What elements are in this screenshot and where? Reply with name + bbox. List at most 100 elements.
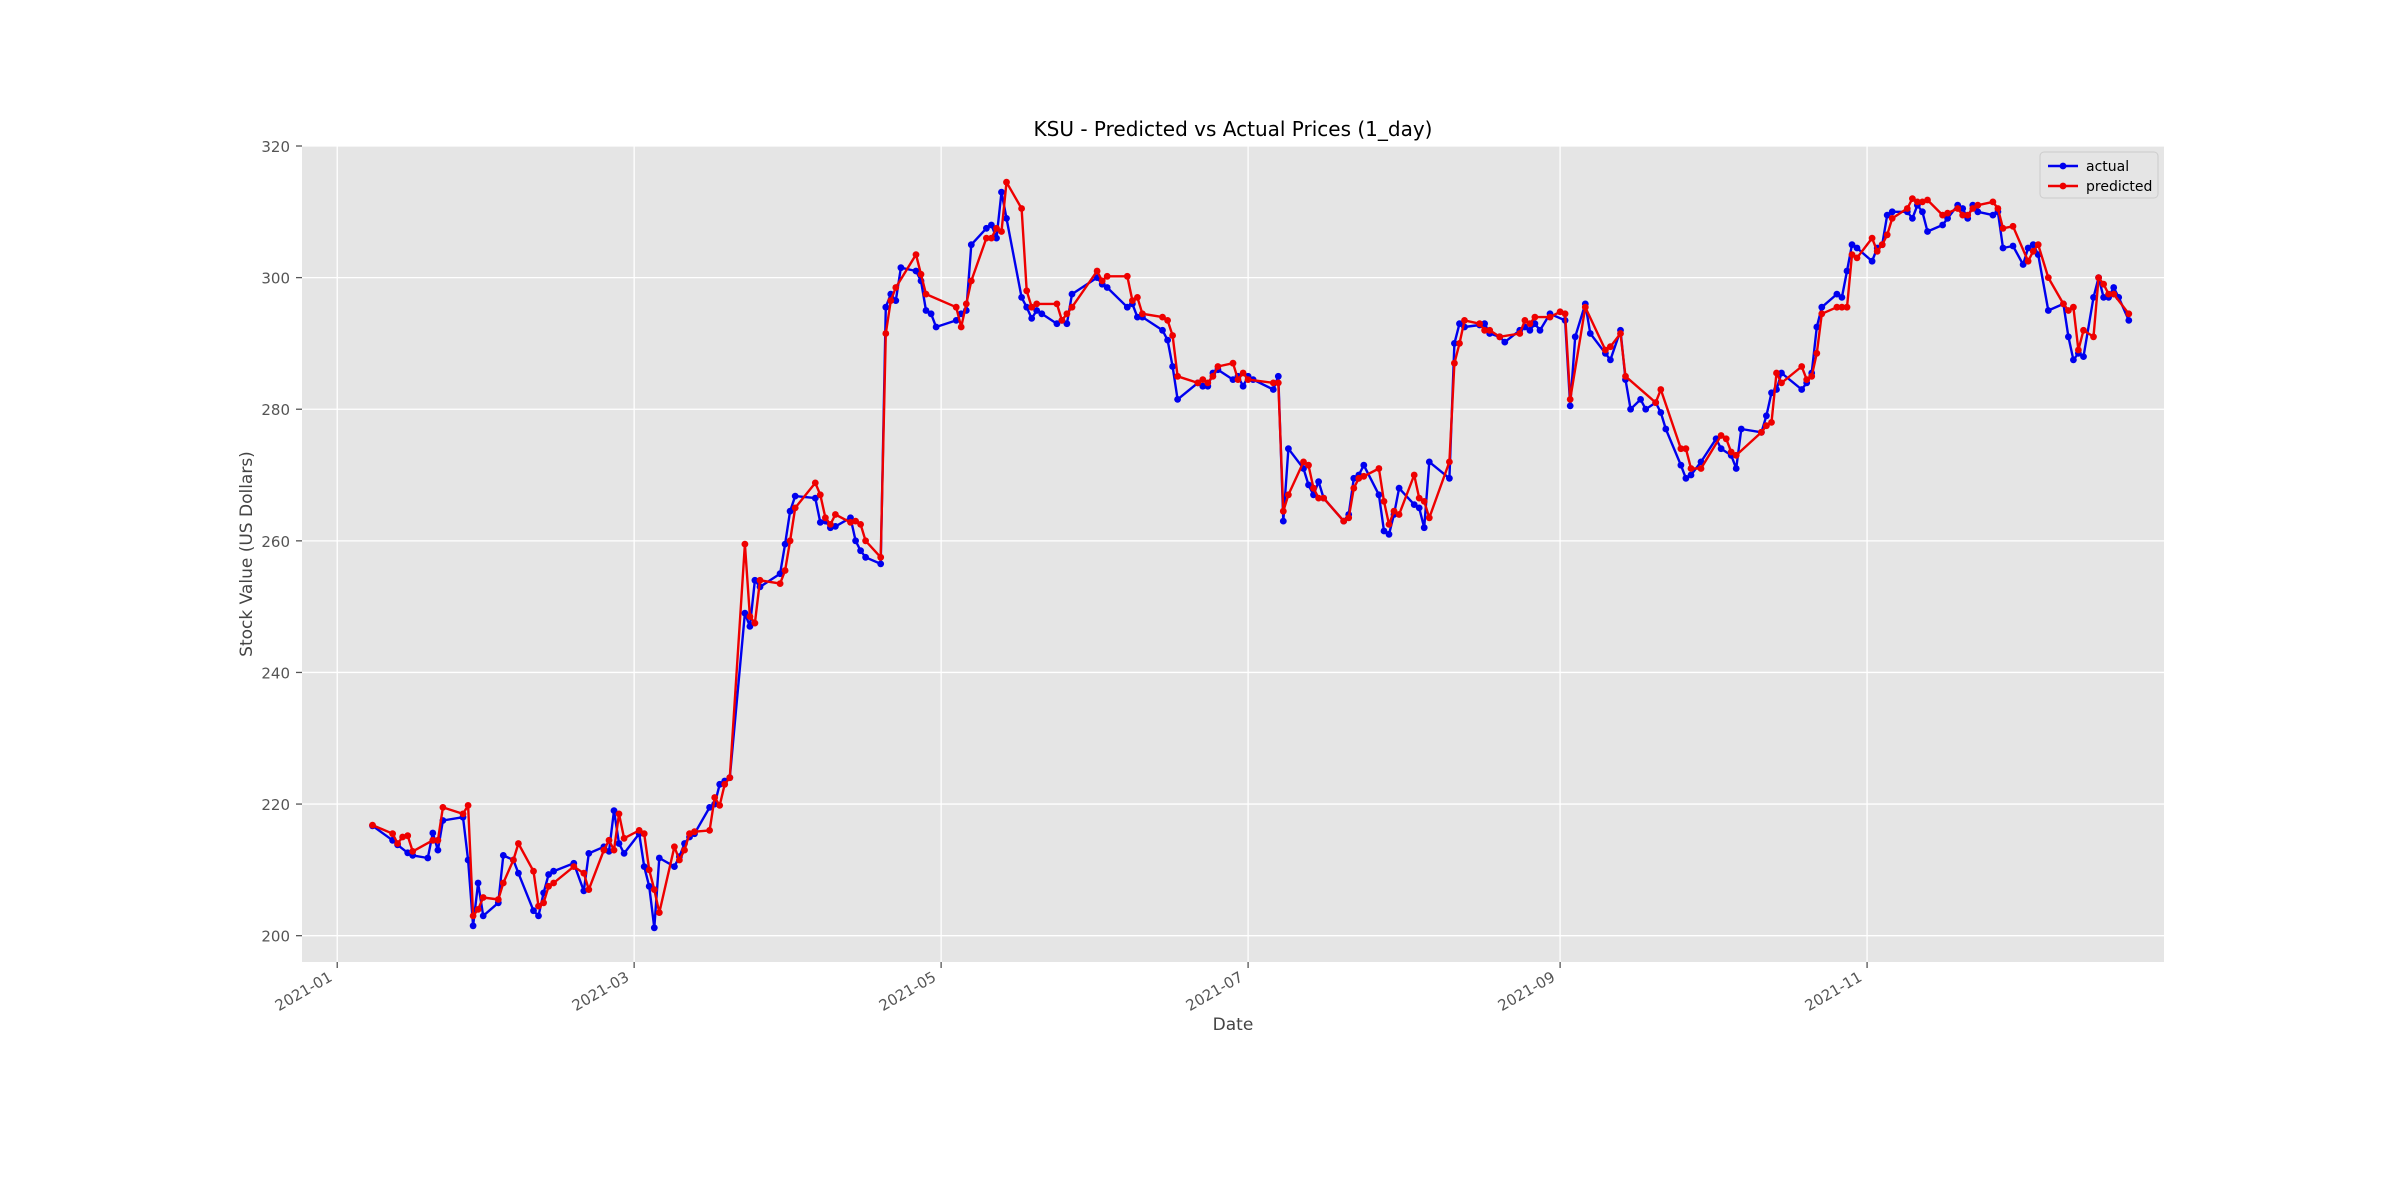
predicted-point xyxy=(816,491,824,499)
predicted-point xyxy=(645,866,653,874)
actual-point xyxy=(1385,530,1393,538)
predicted-point xyxy=(791,504,799,512)
actual-point xyxy=(706,804,713,811)
predicted-point xyxy=(1134,294,1141,301)
series-predicted xyxy=(369,178,2133,920)
predicted-point xyxy=(786,537,794,545)
predicted-point xyxy=(515,840,522,847)
actual-point xyxy=(545,871,552,878)
predicted-point xyxy=(1758,428,1765,436)
predicted-point xyxy=(1360,472,1368,480)
predicted-point xyxy=(676,856,683,864)
predicted-point xyxy=(1687,465,1695,472)
predicted-point xyxy=(2075,346,2082,354)
predicted-point xyxy=(1989,198,1997,206)
actual-point xyxy=(1843,267,1851,275)
predicted-point xyxy=(751,619,759,627)
actual-point xyxy=(1451,340,1458,347)
predicted-point xyxy=(892,284,900,291)
predicted-point xyxy=(1169,332,1176,339)
predicted-point xyxy=(1561,310,1569,318)
predicted-point xyxy=(389,830,396,838)
predicted-point xyxy=(570,863,578,870)
predicted-point xyxy=(1385,521,1393,528)
actual-point xyxy=(429,829,437,837)
predicted-point xyxy=(404,832,412,840)
predicted-point xyxy=(706,827,713,834)
predicted-point xyxy=(1526,320,1534,328)
predicted-point xyxy=(1410,471,1418,479)
actual-point xyxy=(1360,461,1368,469)
predicted-point xyxy=(2095,274,2103,281)
actual-point xyxy=(816,519,824,526)
actual-point xyxy=(434,846,442,854)
series-layer xyxy=(369,178,2133,932)
actual-point xyxy=(1028,315,1036,322)
actual-point xyxy=(1481,320,1488,328)
predicted-point xyxy=(1244,376,1252,383)
predicted-point xyxy=(1461,317,1468,324)
actual-point xyxy=(469,922,477,930)
predicted-point xyxy=(1028,303,1036,311)
predicted-point xyxy=(993,224,1000,232)
predicted-point xyxy=(967,277,975,285)
predicted-point xyxy=(1305,461,1312,469)
predicted-point xyxy=(1944,209,1951,217)
predicted-point xyxy=(741,540,749,548)
predicted-point xyxy=(1310,484,1317,492)
actual-point xyxy=(474,879,482,887)
predicted-point xyxy=(1415,494,1423,502)
predicted-point xyxy=(1803,376,1811,383)
predicted-point xyxy=(1581,303,1589,311)
predicted-point xyxy=(1380,498,1388,505)
x-axis-label: Date xyxy=(1213,1015,1254,1035)
actual-point xyxy=(927,310,935,318)
predicted-point xyxy=(1622,372,1629,380)
predicted-point xyxy=(635,827,643,834)
grid xyxy=(302,145,2164,962)
predicted-point xyxy=(2105,290,2113,298)
actual-point xyxy=(1229,376,1237,383)
actual-point xyxy=(640,863,648,870)
predicted-point xyxy=(545,882,552,890)
predicted-point xyxy=(2110,290,2118,298)
predicted-point xyxy=(716,802,724,809)
actual-point xyxy=(1642,405,1650,413)
actual-point xyxy=(1657,409,1665,416)
actual-point xyxy=(1410,501,1418,508)
predicted-point xyxy=(1657,386,1665,393)
predicted-point xyxy=(1883,231,1891,239)
actual-point xyxy=(2100,294,2108,301)
predicted-point xyxy=(1778,379,1785,387)
predicted-point xyxy=(1954,205,1962,212)
predicted-point xyxy=(1873,247,1881,255)
predicted-point xyxy=(1843,303,1851,311)
predicted-point xyxy=(1773,369,1780,377)
legend-marker-actual xyxy=(2059,162,2067,170)
actual-point xyxy=(1888,208,1896,216)
actual-point xyxy=(1778,369,1785,377)
actual-point xyxy=(1375,491,1383,499)
predicted-point xyxy=(580,869,588,877)
predicted-point xyxy=(832,511,839,518)
predicted-point xyxy=(1486,326,1494,334)
predicted-point xyxy=(1395,511,1403,518)
actual-point xyxy=(1853,244,1861,252)
predicted-point xyxy=(1446,458,1453,466)
actual-point xyxy=(2070,356,2077,364)
predicted-point xyxy=(1139,310,1146,318)
predicted-point xyxy=(429,836,437,844)
actual-point xyxy=(1924,228,1931,235)
actual-point xyxy=(1959,205,1967,212)
predicted-point xyxy=(1848,251,1856,258)
actual-point xyxy=(2090,294,2097,301)
predicted-point xyxy=(827,521,834,528)
actual-point xyxy=(1033,307,1041,314)
predicted-point xyxy=(1697,465,1705,472)
y-tick-label: 300 xyxy=(261,270,290,288)
predicted-point xyxy=(1425,514,1433,522)
predicted-point xyxy=(650,886,658,893)
actual-point xyxy=(620,850,628,857)
predicted-point xyxy=(671,843,678,851)
